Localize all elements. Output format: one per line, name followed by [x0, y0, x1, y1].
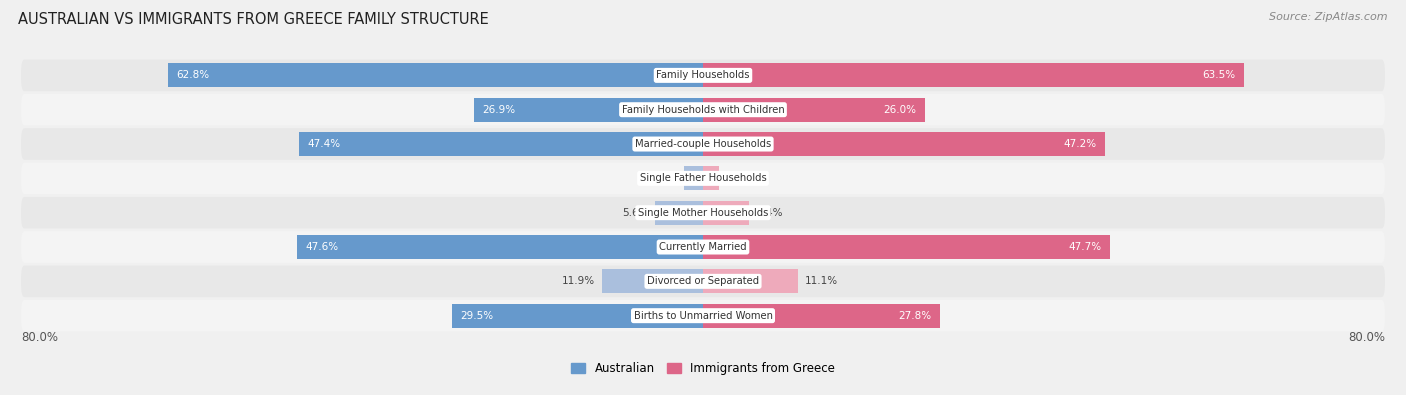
Text: 26.9%: 26.9% [482, 105, 516, 115]
FancyBboxPatch shape [21, 94, 1385, 126]
Text: Divorced or Separated: Divorced or Separated [647, 276, 759, 286]
Bar [451, 304, 703, 328]
Bar [703, 304, 941, 328]
Text: 47.7%: 47.7% [1069, 242, 1101, 252]
Text: 1.9%: 1.9% [725, 173, 752, 183]
Text: 2.2%: 2.2% [651, 173, 678, 183]
Bar [703, 269, 797, 293]
Bar [602, 269, 703, 293]
Text: 11.9%: 11.9% [561, 276, 595, 286]
Text: Married-couple Households: Married-couple Households [636, 139, 770, 149]
Text: 47.2%: 47.2% [1064, 139, 1097, 149]
FancyBboxPatch shape [21, 197, 1385, 228]
Text: 29.5%: 29.5% [460, 311, 494, 321]
Bar [297, 235, 703, 259]
Text: 47.4%: 47.4% [308, 139, 340, 149]
FancyBboxPatch shape [21, 265, 1385, 297]
Bar [703, 132, 1105, 156]
Text: Family Households with Children: Family Households with Children [621, 105, 785, 115]
Text: 80.0%: 80.0% [21, 331, 58, 344]
Text: 62.8%: 62.8% [176, 70, 209, 80]
Bar [703, 166, 720, 190]
FancyBboxPatch shape [21, 231, 1385, 263]
FancyBboxPatch shape [21, 60, 1385, 91]
Text: 80.0%: 80.0% [1348, 331, 1385, 344]
Text: 63.5%: 63.5% [1202, 70, 1236, 80]
Bar [703, 98, 925, 122]
Bar [703, 235, 1109, 259]
Legend: Australian, Immigrants from Greece: Australian, Immigrants from Greece [567, 357, 839, 380]
Text: Single Mother Households: Single Mother Households [638, 208, 768, 218]
Bar [655, 201, 703, 225]
Text: Family Households: Family Households [657, 70, 749, 80]
Text: 5.4%: 5.4% [756, 208, 782, 218]
FancyBboxPatch shape [21, 300, 1385, 331]
Bar [474, 98, 703, 122]
Bar [167, 63, 703, 87]
Text: 27.8%: 27.8% [898, 311, 931, 321]
Bar [703, 63, 1244, 87]
Text: Births to Unmarried Women: Births to Unmarried Women [634, 311, 772, 321]
Text: 47.6%: 47.6% [305, 242, 339, 252]
Bar [685, 166, 703, 190]
Text: Currently Married: Currently Married [659, 242, 747, 252]
Text: 26.0%: 26.0% [883, 105, 917, 115]
Text: Source: ZipAtlas.com: Source: ZipAtlas.com [1270, 12, 1388, 22]
Text: 5.6%: 5.6% [621, 208, 648, 218]
Bar [299, 132, 703, 156]
FancyBboxPatch shape [21, 163, 1385, 194]
FancyBboxPatch shape [21, 128, 1385, 160]
Text: AUSTRALIAN VS IMMIGRANTS FROM GREECE FAMILY STRUCTURE: AUSTRALIAN VS IMMIGRANTS FROM GREECE FAM… [18, 12, 489, 27]
Text: Single Father Households: Single Father Households [640, 173, 766, 183]
Text: 11.1%: 11.1% [804, 276, 838, 286]
Bar [703, 201, 749, 225]
